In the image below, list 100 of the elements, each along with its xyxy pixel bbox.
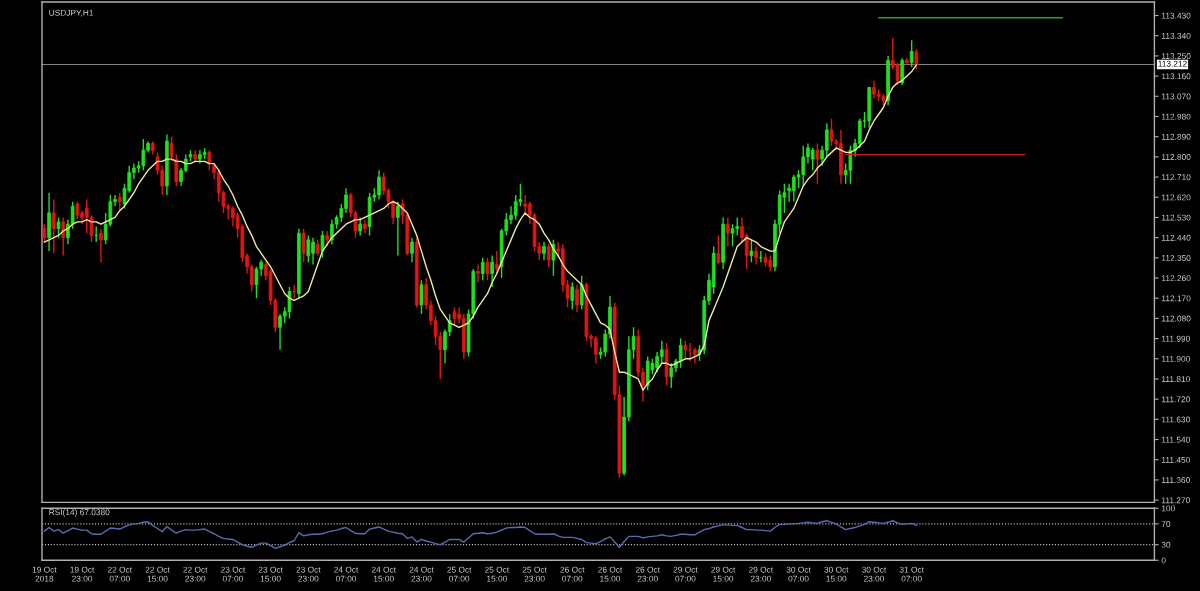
candlestick xyxy=(716,234,721,266)
y-tick-label: 112.170 xyxy=(1161,295,1191,302)
x-tick-label: 22 Oct 15:00 xyxy=(145,566,170,582)
candlestick xyxy=(480,257,485,281)
y-tick-label: 113.430 xyxy=(1161,12,1191,19)
candlestick xyxy=(857,118,862,149)
candlestick xyxy=(546,243,551,268)
candlestick xyxy=(570,281,575,311)
x-tick-label: 19 Oct 23:00 xyxy=(70,566,95,582)
y-tick-label: 111.810 xyxy=(1161,376,1190,383)
x-tick-label: 22 Oct 23:00 xyxy=(183,566,208,582)
x-tick-label: 26 Oct 15:00 xyxy=(598,566,623,582)
candlestick xyxy=(301,227,306,263)
candlestick xyxy=(669,362,674,389)
y-tick-label: 111.540 xyxy=(1161,436,1190,443)
candlestick xyxy=(287,286,292,320)
y-tick-label: 111.450 xyxy=(1161,456,1190,463)
candlestick xyxy=(914,48,919,71)
candlestick xyxy=(306,234,311,263)
x-tick-label: 22 Oct 07:00 xyxy=(107,566,132,582)
y-tick-label: 113.250 xyxy=(1161,53,1191,60)
candlestick xyxy=(810,147,815,172)
candlestick xyxy=(909,39,914,68)
x-tick-label: 29 Oct 07:00 xyxy=(673,566,698,582)
x-tick-label: 25 Oct 23:00 xyxy=(522,566,547,582)
x-tick-label: 29 Oct 23:00 xyxy=(748,566,774,582)
y-tick-label: 112.620 xyxy=(1161,194,1191,201)
y-tick-label: 0 xyxy=(1161,557,1166,564)
x-tick-label: 30 Oct 07:00 xyxy=(786,566,811,582)
candlestick xyxy=(495,250,499,275)
y-tick-label: 112.440 xyxy=(1161,234,1191,241)
candlestick xyxy=(476,263,480,284)
x-tick-label: 24 Oct 23:00 xyxy=(409,566,434,582)
y-tick-label: 70 xyxy=(1161,521,1171,527)
x-tick-label: 30 Oct 15:00 xyxy=(824,566,849,582)
text: USDJPY,H1 xyxy=(49,9,94,17)
y-tick-label: 112.080 xyxy=(1161,315,1191,322)
candlestick xyxy=(829,118,834,147)
candlestick xyxy=(66,218,70,246)
y-tick-label: 100 xyxy=(1161,505,1175,512)
y-tick-label: 112.710 xyxy=(1161,174,1191,181)
x-tick-label: 26 Oct 23:00 xyxy=(635,566,660,582)
candlestick xyxy=(900,57,905,86)
candlestick xyxy=(99,227,103,263)
y-tick-label: 112.980 xyxy=(1161,113,1191,120)
candlestick xyxy=(51,198,56,255)
candlestick xyxy=(70,201,75,230)
x-tick-label: 24 Oct 07:00 xyxy=(334,566,359,582)
x-tick-label: 30 Oct 23:00 xyxy=(861,566,887,582)
candlestick xyxy=(61,216,66,257)
candlestick xyxy=(579,275,584,311)
candlestick xyxy=(730,223,735,248)
x-tick-label: 19 Oct 2018 xyxy=(32,566,57,582)
x-tick-label: 23 Oct 15:00 xyxy=(258,566,283,582)
y-tick-label: 111.720 xyxy=(1161,396,1190,403)
y-tick-label: 113.340 xyxy=(1161,32,1191,39)
y-tick-label: 30 xyxy=(1161,541,1171,548)
candlestick xyxy=(678,337,683,369)
y-tick-label: 113.160 xyxy=(1161,73,1191,80)
y-tick-label: 112.350 xyxy=(1161,255,1191,261)
y-tick-label: 113.070 xyxy=(1161,93,1191,100)
candlestick xyxy=(419,279,424,315)
candlestick xyxy=(174,153,179,187)
y-tick-label: 112.800 xyxy=(1161,154,1191,160)
y-tick-label: 112.530 xyxy=(1161,214,1191,221)
y-tick-label: 111.630 xyxy=(1161,416,1190,423)
candlestick xyxy=(141,138,146,172)
x-tick-label: 25 Oct 07:00 xyxy=(447,566,472,582)
candlestick xyxy=(485,257,490,281)
candlestick xyxy=(749,239,754,263)
x-tick-label: 29 Oct 15:00 xyxy=(711,566,736,582)
x-tick-label: 25 Oct 15:00 xyxy=(485,566,510,582)
y-tick-label: 111.360 xyxy=(1161,477,1190,484)
candlestick xyxy=(410,236,414,263)
x-tick-label: 31 Oct 07:00 xyxy=(899,566,924,582)
candlestick xyxy=(513,194,518,221)
candlestick xyxy=(207,149,212,172)
y-tick-label: 111.270 xyxy=(1161,497,1190,504)
x-tick-label: 23 Oct 07:00 xyxy=(221,566,246,582)
candlestick xyxy=(169,135,174,163)
candlestick xyxy=(725,216,730,248)
candlestick xyxy=(56,216,61,239)
line-series xyxy=(43,520,918,550)
y-tick-label: 112.260 xyxy=(1161,275,1191,282)
y-tick-label: 112.890 xyxy=(1161,133,1191,140)
x-tick-label: 24 Oct 15:00 xyxy=(371,566,396,582)
x-tick-label: 26 Oct 07:00 xyxy=(560,566,585,582)
candlestick xyxy=(490,254,494,288)
candlestick xyxy=(848,144,853,185)
y-tick-label: 111.900 xyxy=(1161,355,1190,362)
candlestick xyxy=(824,122,829,158)
candlestick xyxy=(575,284,579,313)
candlestick xyxy=(815,142,820,185)
chart-title: RSI(14) 67.0380 xyxy=(49,509,110,517)
candlestick xyxy=(320,230,325,259)
x-tick-label: 23 Oct 23:00 xyxy=(296,566,321,582)
candlestick xyxy=(551,239,556,277)
y-tick-label: 111.990 xyxy=(1161,335,1190,342)
ref-line-label: 113.212 xyxy=(1158,60,1187,67)
candlestick xyxy=(396,201,400,257)
